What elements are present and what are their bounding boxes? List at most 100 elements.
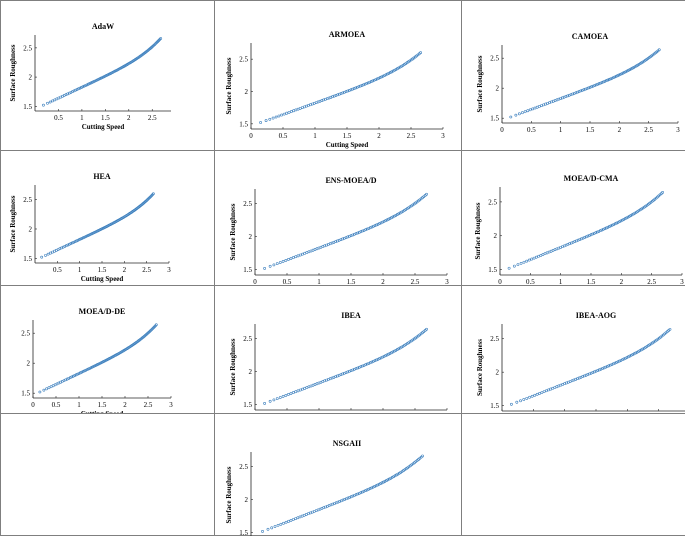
data-point <box>291 391 295 394</box>
y-axis-label: Surface Roughness <box>229 338 237 395</box>
data-point <box>38 390 42 394</box>
x-tick-label: 1.5 <box>101 114 110 122</box>
y-tick-label: 2 <box>27 360 31 368</box>
data-point <box>384 73 388 77</box>
data-point <box>372 359 375 363</box>
data-point <box>531 107 535 111</box>
data-point <box>425 192 428 196</box>
data-point <box>425 327 428 331</box>
data-point <box>82 84 86 88</box>
data-point <box>75 239 78 243</box>
data-point <box>354 493 358 497</box>
y-tick-label: 2 <box>249 233 253 241</box>
x-tick-label: 0.5 <box>54 114 63 122</box>
data-point <box>622 357 626 361</box>
data-point <box>607 78 611 81</box>
data-point <box>349 88 353 92</box>
data-point <box>606 225 610 229</box>
data-point <box>587 86 590 90</box>
x-tick-label: 2 <box>618 126 622 134</box>
data-point <box>378 357 381 360</box>
data-point <box>370 486 373 490</box>
data-point <box>287 519 290 523</box>
data-point <box>40 255 44 259</box>
y-axis-label: Surface Roughness <box>9 195 17 252</box>
data-point <box>81 85 85 89</box>
data-point <box>45 387 48 391</box>
data-point <box>597 229 601 233</box>
data-point <box>69 242 73 245</box>
data-point <box>83 369 86 373</box>
data-point <box>347 89 351 92</box>
data-point <box>279 522 283 526</box>
data-point <box>629 353 633 357</box>
chart-title: IBEA-AOG <box>576 311 616 320</box>
data-point <box>366 81 370 85</box>
y-tick-label: 2 <box>245 496 249 504</box>
y-axis-label: Surface Roughness <box>476 55 484 112</box>
data-point <box>275 262 279 266</box>
data-point <box>48 100 52 104</box>
chart-title: HEA <box>93 172 111 181</box>
data-point <box>364 489 367 493</box>
data-point <box>292 109 296 113</box>
data-point <box>291 256 295 259</box>
data-point <box>271 116 275 120</box>
data-point <box>585 87 589 90</box>
x-tick-label: 3 <box>680 278 684 286</box>
data-point <box>617 73 621 77</box>
data-point <box>285 111 289 115</box>
data-point <box>370 225 374 229</box>
x-tick-label: 0 <box>31 401 35 409</box>
data-point <box>356 492 360 496</box>
data-point <box>79 237 82 241</box>
y-tick-label: 1.5 <box>243 401 252 409</box>
data-point <box>597 82 601 86</box>
y-tick-label: 1.5 <box>490 115 499 123</box>
data-point <box>591 232 595 236</box>
data-point <box>379 356 383 360</box>
data-point <box>75 88 79 91</box>
data-point <box>377 76 381 80</box>
data-point <box>577 90 581 93</box>
data-point <box>594 231 598 235</box>
data-point <box>365 488 369 492</box>
x-tick-label: 1.5 <box>347 278 356 286</box>
data-point <box>604 365 608 369</box>
data-point <box>620 72 624 76</box>
data-point <box>611 76 615 79</box>
data-point <box>46 252 50 256</box>
data-point <box>351 494 355 498</box>
data-point <box>588 85 592 89</box>
data-point <box>298 253 302 257</box>
data-point <box>64 244 68 248</box>
x-tick-label: 0 <box>498 278 502 286</box>
data-point <box>515 400 519 404</box>
x-tick-label: 0.5 <box>527 126 536 134</box>
chart-title: NSGAII <box>333 439 361 448</box>
data-point <box>510 402 513 406</box>
data-point <box>594 83 598 87</box>
x-tick-label: 1.5 <box>98 266 107 274</box>
x-tick-label: 2 <box>123 266 127 274</box>
data-point <box>77 87 80 91</box>
data-point <box>81 370 85 373</box>
data-point <box>530 257 534 261</box>
data-point <box>382 220 386 223</box>
y-tick-label: 2.5 <box>239 56 248 64</box>
data-point <box>374 78 378 82</box>
data-point <box>530 394 534 398</box>
data-point <box>77 238 81 242</box>
chart-title: IBEA <box>341 311 361 320</box>
data-point <box>522 260 526 264</box>
chart-adaw: AdaW 0.5 1 1.5 2 2.5 1.5 2 2.5 Cutting Speed Surfa… <box>9 22 171 131</box>
data-point <box>154 323 158 327</box>
x-tick-label: 1.5 <box>586 126 595 134</box>
data-point <box>359 491 363 495</box>
data-point <box>601 227 605 231</box>
x-axis-label: Cutting Speed <box>81 275 124 283</box>
data-point <box>296 516 300 520</box>
data-point <box>517 112 521 116</box>
x-axis-label: Cutting Speed <box>82 123 125 131</box>
